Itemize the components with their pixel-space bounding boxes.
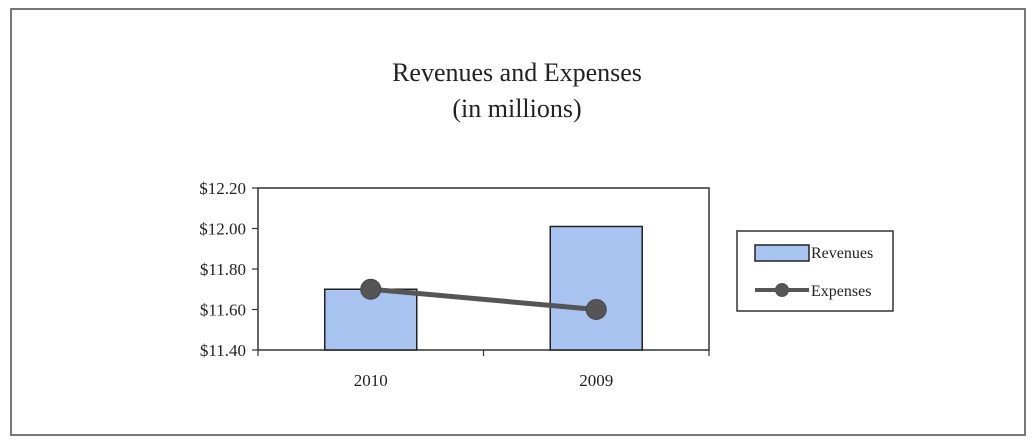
legend-label-expenses: Expenses bbox=[811, 283, 871, 300]
y-tick-label: $11.60 bbox=[200, 301, 246, 320]
x-tick-label: 2010 bbox=[354, 371, 388, 390]
chart-subtitle: (in millions) bbox=[452, 94, 582, 123]
plot-area: $12.20 $12.00 $11.80 $11.60 $11.40 2010 2009 bbox=[199, 179, 710, 390]
legend-label-revenues: Revenues bbox=[811, 245, 873, 262]
chart-title: Revenues and Expenses bbox=[392, 58, 642, 87]
legend: Revenues Expenses bbox=[736, 230, 894, 312]
bar-revenues-2009 bbox=[549, 225, 643, 351]
x-tick-label: 2009 bbox=[579, 371, 613, 390]
point-expenses-2010 bbox=[360, 278, 382, 300]
y-tick-label: $12.00 bbox=[199, 220, 246, 239]
legend-marker-expenses bbox=[775, 283, 789, 297]
y-tick-label: $12.20 bbox=[199, 179, 246, 198]
point-expenses-2009 bbox=[585, 299, 607, 320]
legend-swatch-revenues bbox=[754, 244, 810, 262]
y-tick-label: $11.40 bbox=[200, 341, 246, 360]
line-expenses bbox=[370, 286, 597, 312]
y-tick-label: $11.80 bbox=[200, 260, 246, 279]
